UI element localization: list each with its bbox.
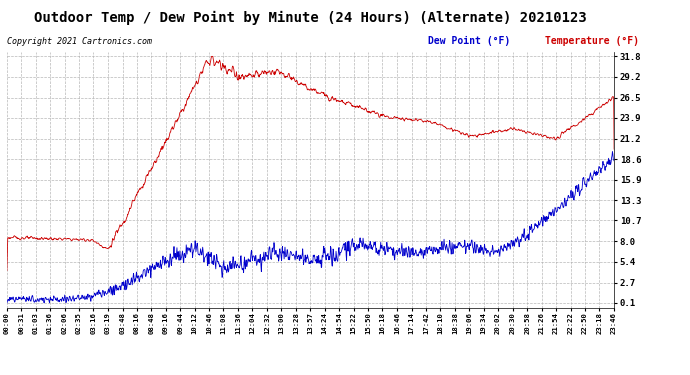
Text: Temperature (°F): Temperature (°F): [545, 36, 639, 46]
Text: Outdoor Temp / Dew Point by Minute (24 Hours) (Alternate) 20210123: Outdoor Temp / Dew Point by Minute (24 H…: [34, 11, 587, 26]
Text: Dew Point (°F): Dew Point (°F): [428, 36, 510, 46]
Text: Copyright 2021 Cartronics.com: Copyright 2021 Cartronics.com: [7, 38, 152, 46]
